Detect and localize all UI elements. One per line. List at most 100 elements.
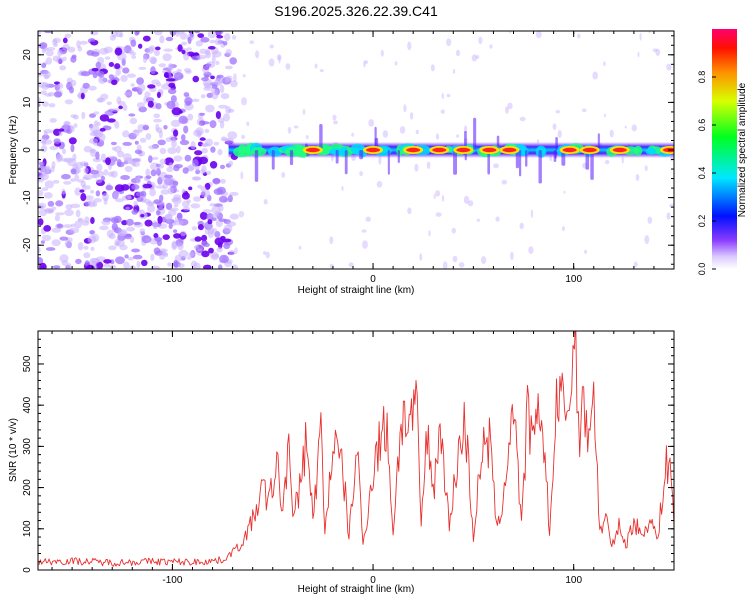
- heatmap-faint-blob: [359, 171, 363, 177]
- heatmap-streak: [590, 150, 594, 180]
- heatmap-noise-blob: [228, 160, 233, 166]
- heatmap-noise-blob: [64, 209, 74, 217]
- heatmap-noise-blob: [220, 136, 227, 141]
- heatmap-noise-blob: [59, 65, 67, 71]
- heatmap-noise-blob: [77, 46, 83, 52]
- heatmap-faint-blob: [263, 251, 267, 255]
- heatmap-noise-blob: [219, 254, 229, 263]
- heatmap-noise-blob: [99, 114, 110, 122]
- heatmap-noise-blob: [187, 113, 194, 121]
- heatmap-noise-blob: [211, 253, 220, 259]
- heatmap-noise-blob: [166, 166, 174, 173]
- heatmap-faint-blob: [305, 135, 309, 140]
- y-tick-label: -10: [22, 190, 33, 205]
- x-tick-label: 100: [565, 575, 582, 586]
- heatmap-noise-blob: [214, 210, 220, 217]
- heatmap-noise-blob: [64, 33, 72, 38]
- heatmap-noise-blob: [134, 157, 142, 163]
- y-tick-label: 0: [22, 567, 33, 573]
- heatmap-noise-blob: [62, 148, 67, 155]
- heatmap-noise-blob: [190, 203, 201, 209]
- heatmap-noise-blob: [148, 155, 153, 164]
- heatmap-noise-blob: [52, 180, 60, 184]
- heatmap-noise-blob: [74, 174, 80, 182]
- colorbar-tick-label: 0.6: [697, 119, 707, 132]
- heatmap-noise-blob: [209, 161, 218, 169]
- heatmap-noise-blob: [133, 200, 138, 207]
- heatmap-noise-blob: [120, 175, 130, 180]
- heatmap-noise-blob: [229, 57, 237, 65]
- heatmap-noise-blob: [193, 245, 200, 249]
- heatmap-noise-blob: [219, 84, 225, 94]
- heatmap-noise-blob: [142, 183, 153, 189]
- heatmap-streak: [538, 150, 542, 184]
- heatmap-noise-blob: [51, 239, 61, 247]
- heatmap-noise-blob: [57, 49, 63, 57]
- heatmap-noise-blob: [40, 172, 49, 181]
- heatmap-noise-blob: [206, 92, 214, 98]
- heatmap-noise-blob: [89, 148, 97, 158]
- heatmap-noise-blob: [168, 88, 177, 95]
- heatmap-noise-blob: [218, 117, 225, 123]
- heatmap-noise-blob: [178, 249, 189, 258]
- heatmap-faint-blob: [481, 256, 487, 265]
- heatmap-noise-blob: [131, 184, 140, 191]
- heatmap-noise-blob: [186, 47, 192, 51]
- heatmap-faint-blob: [563, 190, 566, 194]
- heatmap-noise-blob: [201, 165, 207, 174]
- heatmap-faint-blob: [265, 251, 270, 259]
- heatmap-streak: [335, 150, 339, 164]
- heatmap-noise-blob: [79, 40, 88, 45]
- y-tick-label: 0: [22, 147, 33, 153]
- heatmap-faint-blob: [433, 193, 436, 200]
- heatmap-noise-blob: [165, 202, 173, 210]
- heatmap-faint-blob: [287, 126, 292, 134]
- heatmap-noise-blob: [181, 49, 186, 55]
- heatmap-faint-blob: [592, 71, 598, 80]
- heatmap-faint-blob: [351, 132, 354, 137]
- heatmap-noise-layer: [38, 31, 674, 269]
- heatmap-noise-blob: [144, 219, 153, 227]
- heatmap-faint-blob: [278, 55, 281, 64]
- heatmap-noise-blob: [167, 262, 172, 267]
- heatmap-noise-blob: [139, 228, 146, 235]
- heatmap-faint-blob: [240, 171, 244, 180]
- heatmap-noise-blob: [74, 187, 82, 196]
- heatmap-faint-blob: [467, 200, 474, 207]
- heatmap-noise-blob: [132, 254, 143, 260]
- heatmap-noise-blob: [79, 189, 85, 193]
- heatmap-noise-blob: [114, 63, 121, 70]
- snr-x-label: Height of straight line (km): [298, 584, 415, 595]
- heatmap-noise-blob: [211, 50, 222, 58]
- heatmap-noise-blob: [109, 34, 116, 41]
- heatmap-faint-blob: [403, 104, 407, 113]
- heatmap-noise-blob: [95, 151, 100, 160]
- heatmap-noise-blob: [159, 147, 167, 155]
- heatmap-noise-blob: [73, 123, 78, 128]
- heatmap-noise-blob: [44, 180, 54, 189]
- heatmap-noise-blob: [83, 167, 89, 174]
- heatmap-noise-blob: [83, 245, 89, 250]
- heatmap-noise-blob: [52, 38, 58, 46]
- heatmap-noise-blob: [136, 260, 141, 268]
- heatmap-y-axis: -20 -10 0 10 20: [22, 35, 674, 265]
- heatmap-noise-blob: [200, 186, 207, 192]
- heatmap-noise-blob: [110, 217, 119, 224]
- heatmap-noise-blob: [57, 82, 64, 89]
- y-tick-label: -20: [22, 238, 33, 253]
- heatmap-line-blob: [645, 147, 657, 155]
- heatmap-noise-blob: [208, 46, 216, 50]
- heatmap-noise-blob: [227, 131, 238, 140]
- heatmap-peak-core: [582, 147, 597, 153]
- heatmap-noise-blob: [183, 92, 190, 97]
- heatmap-noise-blob: [81, 111, 86, 120]
- heatmap-noise-blob: [110, 160, 117, 165]
- heatmap-noise-blob: [74, 220, 82, 229]
- y-tick-label: 500: [22, 355, 33, 372]
- heatmap-noise-blob: [215, 77, 223, 84]
- heatmap-faint-blob: [234, 247, 238, 255]
- heatmap-noise-blob: [89, 169, 99, 175]
- heatmap-noise-blob: [210, 146, 216, 153]
- heatmap-faint-blob: [368, 119, 375, 127]
- heatmap-noise-blob: [63, 121, 71, 126]
